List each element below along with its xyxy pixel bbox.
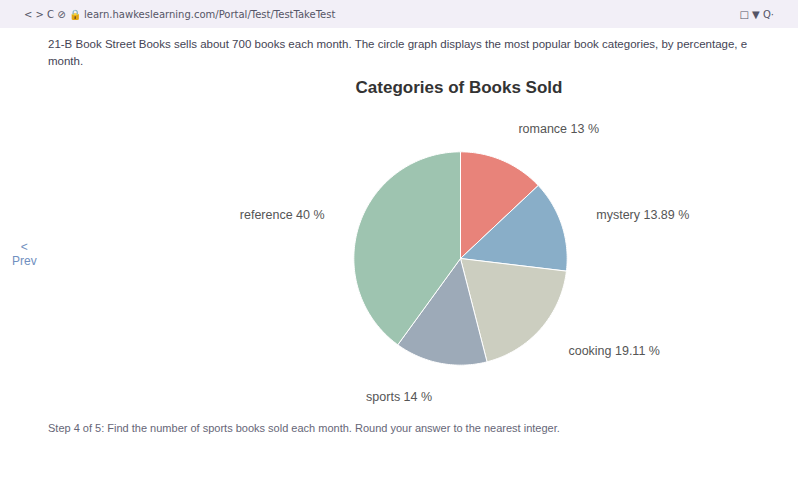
html-text:21-B Book Street Books sells a: 21-B Book Street Books sells about 700 b… bbox=[48, 38, 748, 50]
svg-text:romance 13 %: romance 13 % bbox=[518, 122, 599, 136]
svg-text:cooking 19.11 %: cooking 19.11 % bbox=[568, 344, 660, 358]
svg-text:mystery 13.89 %: mystery 13.89 % bbox=[596, 208, 689, 222]
html-text:Prev: Prev bbox=[12, 254, 37, 268]
html-text:Categories of Books Sold: Categories of Books Sold bbox=[355, 78, 563, 97]
svg-text:sports 14 %: sports 14 % bbox=[366, 390, 432, 404]
html-text:month.: month. bbox=[48, 55, 84, 67]
html-text:□ ▼ Q·: □ ▼ Q· bbox=[739, 8, 774, 20]
html-text:< > C ⊘ 🔒 learn.hawkeslearning: < > C ⊘ 🔒 learn.hawkeslearning.com/Porta… bbox=[24, 8, 336, 20]
html-text:Step 4 of 5: Find the number o: Step 4 of 5: Find the number of sports b… bbox=[48, 422, 560, 434]
svg-text:reference 40 %: reference 40 % bbox=[240, 208, 325, 222]
